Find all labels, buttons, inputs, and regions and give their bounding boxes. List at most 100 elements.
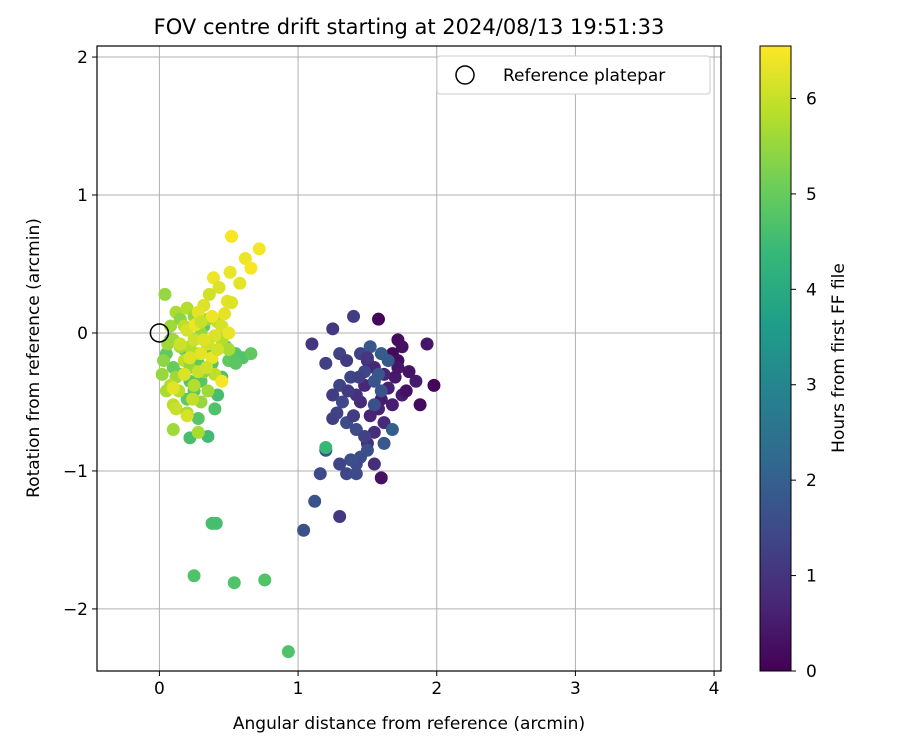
scatter-point <box>352 370 366 384</box>
scatter-point <box>333 509 347 523</box>
scatter-point <box>281 645 295 659</box>
scatter-point <box>326 412 340 426</box>
scatter-point <box>166 381 180 395</box>
scatter-point <box>238 251 252 265</box>
scatter-point <box>326 388 340 402</box>
scatter-point <box>229 356 243 370</box>
scatter-point <box>335 395 349 409</box>
colorbar-tick-label: 6 <box>806 89 817 109</box>
scatter-point <box>225 229 239 243</box>
scatter-point <box>367 398 381 412</box>
scatter-point <box>377 436 391 450</box>
scatter-point <box>215 374 229 388</box>
scatter-points <box>155 229 441 659</box>
scatter-point <box>180 409 194 423</box>
x-tick-label: 2 <box>431 679 442 699</box>
scatter-point <box>363 340 377 354</box>
scatter-point <box>157 354 171 368</box>
legend-box <box>436 55 711 95</box>
scatter-point <box>385 398 399 412</box>
scatter-point <box>374 347 388 361</box>
scatter-point <box>222 326 236 340</box>
x-tick-label: 1 <box>293 679 304 699</box>
scatter-point <box>252 242 266 256</box>
scatter-point <box>209 516 223 530</box>
reference-platepar-marker <box>149 323 170 343</box>
plot-frame <box>96 45 722 672</box>
scatter-point <box>399 384 413 398</box>
x-tick-label: 0 <box>154 679 165 699</box>
scatter-point <box>169 402 183 416</box>
y-tick-label: 2 <box>77 48 88 68</box>
scatter-point <box>208 402 222 416</box>
scatter-point <box>363 409 377 423</box>
colorbar <box>759 45 792 672</box>
scatter-point <box>194 347 208 361</box>
scatter-point <box>371 312 385 326</box>
colorbar-label: Hours from first FF file <box>829 263 849 453</box>
scatter-point <box>218 307 232 321</box>
scatter-point <box>308 494 322 508</box>
scatter-point <box>341 384 355 398</box>
scatter-point <box>374 471 388 485</box>
legend-entry-reference: Reference platepar <box>503 66 665 86</box>
chart-title: FOV centre drift starting at 2024/08/13 … <box>154 15 665 39</box>
legend-reference-marker <box>455 65 475 85</box>
scatter-point <box>227 576 241 590</box>
scatter-point <box>223 265 237 279</box>
scatter-point <box>305 337 319 351</box>
scatter-point <box>409 374 423 388</box>
scatter-point <box>191 412 205 426</box>
scatter-point <box>244 347 258 361</box>
scatter-point <box>349 467 363 481</box>
scatter-point <box>427 378 441 392</box>
scatter-point <box>258 573 272 587</box>
scatter-point <box>374 384 388 398</box>
scatter-point <box>347 309 361 323</box>
x-axis-ticks: 0 1 2 3 4 <box>154 671 719 699</box>
y-tick-label: −2 <box>63 600 88 620</box>
scatter-point <box>206 271 220 285</box>
scatter-point <box>202 287 216 301</box>
scatter-point <box>158 287 172 301</box>
scatter-point <box>360 351 374 365</box>
scatter-point <box>173 337 187 351</box>
colorbar-tick-label: 0 <box>806 662 817 682</box>
scatter-point <box>367 457 381 471</box>
scatter-point <box>367 425 381 439</box>
colorbar-tick-label: 3 <box>806 376 817 396</box>
scatter-point <box>391 360 405 374</box>
scatter-point <box>187 378 201 392</box>
scatter-point <box>326 322 340 336</box>
scatter-point <box>233 276 247 290</box>
scatter-point <box>313 467 327 481</box>
x-axis-label: Angular distance from reference (arcmin) <box>233 714 585 734</box>
scatter-point <box>225 296 239 310</box>
scatter-point <box>212 280 226 294</box>
scatter-point <box>161 337 175 351</box>
y-tick-label: 1 <box>77 186 88 206</box>
scatter-point <box>201 384 215 398</box>
scatter-point <box>297 523 311 537</box>
colorbar-tick-label: 5 <box>806 185 817 205</box>
scatter-point <box>187 333 201 347</box>
scatter-point <box>211 388 225 402</box>
scatter-point <box>183 351 197 365</box>
scatter-point <box>340 467 354 481</box>
scatter-point <box>194 315 208 329</box>
y-axis-ticks: −2 −1 0 1 2 <box>63 48 97 620</box>
scatter-point <box>177 367 191 381</box>
legend: Reference platepar <box>436 55 711 95</box>
scatter-point <box>340 354 354 368</box>
scatter-point <box>344 453 358 467</box>
scatter-point <box>420 337 434 351</box>
y-tick-label: −1 <box>63 462 88 482</box>
scatter-point <box>201 429 215 443</box>
scatter-point <box>186 392 200 406</box>
colorbar-ticks: 0 1 2 3 4 5 6 <box>791 89 817 682</box>
scatter-point <box>166 423 180 437</box>
colorbar-tick-label: 1 <box>806 567 817 587</box>
scatter-point <box>187 569 201 583</box>
scatter-point <box>413 398 427 412</box>
